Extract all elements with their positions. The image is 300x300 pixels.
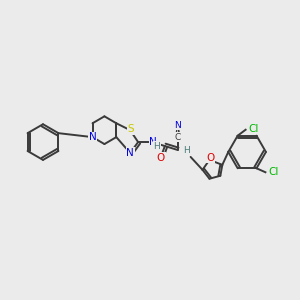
Text: H: H	[183, 146, 190, 154]
Text: O: O	[157, 153, 165, 163]
Text: N: N	[174, 121, 181, 130]
Text: O: O	[206, 153, 214, 163]
Text: C: C	[175, 133, 181, 142]
Text: Cl: Cl	[268, 167, 278, 177]
Text: N: N	[126, 148, 134, 158]
Text: N: N	[149, 137, 157, 147]
Text: N: N	[89, 132, 96, 142]
Text: Cl: Cl	[248, 124, 259, 134]
Text: H: H	[154, 142, 160, 151]
Text: S: S	[128, 124, 134, 134]
